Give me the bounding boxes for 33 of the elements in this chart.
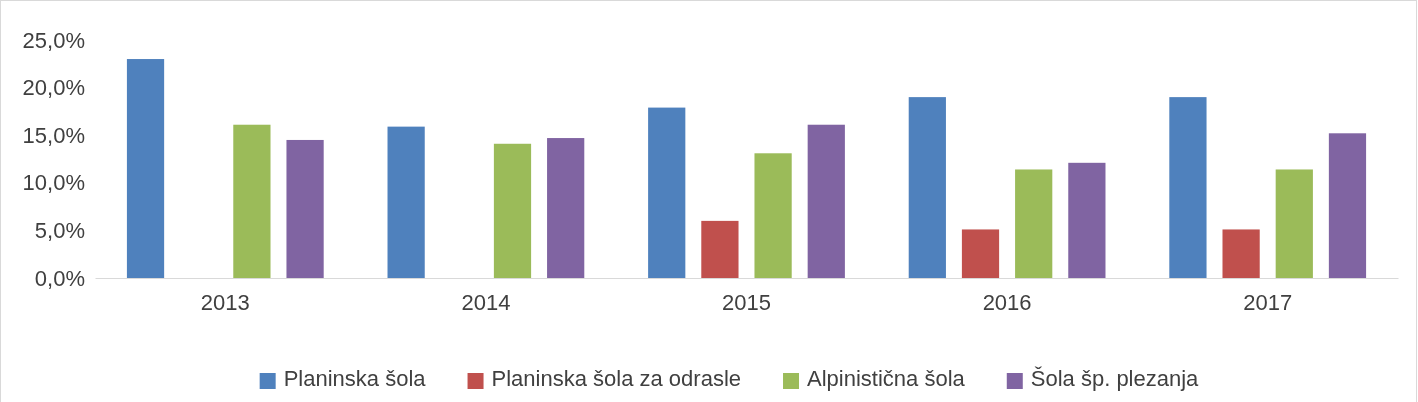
y-tick-label: 10,0% [22, 170, 85, 196]
y-tick-label: 25,0% [22, 27, 85, 53]
bar [387, 126, 425, 278]
legend-label: Alpinistična šola [807, 366, 966, 391]
bar [1275, 169, 1313, 278]
x-tick-label: 2016 [982, 289, 1032, 315]
bar [1068, 162, 1106, 278]
bar [1169, 97, 1207, 278]
bar [126, 59, 165, 278]
bar [1015, 169, 1053, 278]
y-tick-label: 20,0% [22, 75, 85, 101]
bar [493, 143, 532, 278]
bar [961, 229, 1000, 278]
bar [908, 97, 946, 278]
bar [547, 138, 585, 278]
legend-label: Šola šp. plezanja [1030, 366, 1200, 391]
legend-label: Planinska šola [283, 366, 427, 391]
bar [1222, 229, 1260, 278]
y-tick-label: 5,0% [34, 217, 85, 243]
bar [648, 107, 686, 278]
y-tick-label: 15,0% [22, 122, 85, 148]
legend-label: Planinska šola za odrasle [491, 366, 742, 391]
x-tick-label: 2013 [200, 289, 250, 315]
x-tick-label: 2015 [722, 289, 771, 315]
x-tick-label: 2017 [1243, 289, 1293, 315]
bar [807, 124, 845, 278]
bar [701, 220, 739, 278]
bar [1328, 133, 1367, 278]
bar [233, 124, 271, 278]
bar [286, 139, 324, 278]
bar [754, 153, 792, 278]
y-tick-label: 0,0% [34, 265, 85, 291]
x-tick-label: 2014 [461, 289, 511, 315]
